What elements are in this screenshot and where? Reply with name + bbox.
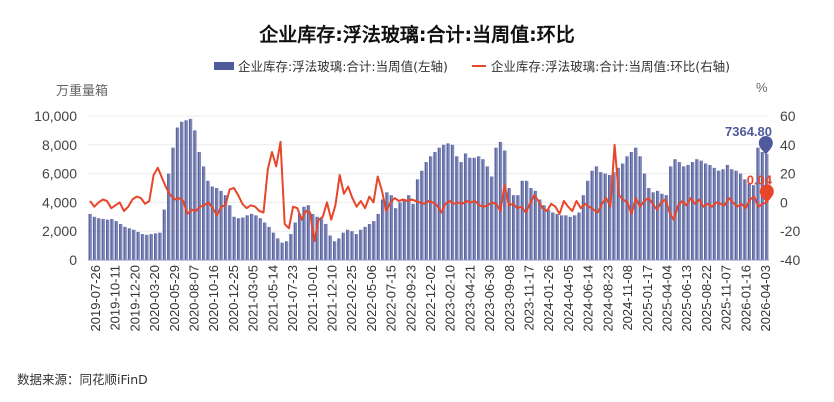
right-y-axis: 60 40 20 0 -20 -40 [780, 108, 800, 268]
x-tick-label: 2021-03-05 [246, 265, 261, 332]
x-tick-label: 2021-10-01 [305, 265, 320, 332]
last-value-markers: 7364.80 0.04 [725, 124, 774, 204]
x-tick-label: 2021-07-23 [285, 265, 300, 332]
left-axis-unit: 万重量箱 [56, 84, 109, 99]
right-y-tick: 60 [780, 108, 796, 124]
left-y-tick: 2,000 [42, 223, 77, 239]
left-y-axis: 10,000 8,000 6,000 4,000 2,000 0 [34, 108, 77, 268]
x-tick-label: 2025-11-07 [719, 265, 734, 331]
x-tick-label: 2022-07-15 [384, 265, 399, 332]
x-tick-label: 2023-02-10 [443, 265, 458, 332]
x-tick-label: 2022-12-02 [423, 265, 438, 332]
line-last-value-label: 0.04 [747, 172, 773, 187]
right-y-tick: -20 [780, 223, 800, 239]
x-tick-label: 2020-03-20 [147, 265, 162, 332]
x-tick-label: 2023-04-21 [462, 265, 477, 332]
x-tick-label: 2022-09-23 [403, 265, 418, 332]
x-tick-label: 2024-04-05 [561, 265, 576, 332]
bar-last-value-marker [758, 135, 773, 155]
x-tick-label: 2021-12-10 [324, 265, 339, 332]
x-tick-label: 2026-01-16 [738, 265, 753, 332]
bar-last-value-label: 7364.80 [725, 124, 772, 139]
x-tick-label: 2023-06-30 [482, 265, 497, 332]
right-y-tick: 40 [780, 137, 796, 153]
left-y-tick: 0 [69, 252, 77, 268]
x-tick-label: 2020-05-29 [167, 265, 182, 332]
x-tick-label: 2020-08-07 [187, 265, 202, 332]
legend-bar-swatch [214, 61, 234, 70]
right-y-tick: 0 [780, 194, 788, 210]
data-source: 数据来源：同花顺iFinD [17, 372, 148, 387]
x-tick-label: 2024-11-08 [620, 265, 635, 331]
bar-series [88, 118, 769, 261]
x-tick-label: 2020-10-16 [206, 265, 221, 332]
right-y-tick: -40 [780, 252, 800, 268]
left-y-tick: 6,000 [42, 166, 77, 182]
x-tick-label: 2025-04-04 [659, 265, 674, 332]
x-tick-label: 2025-08-22 [699, 265, 714, 332]
left-y-tick: 10,000 [34, 108, 77, 124]
right-y-tick: 20 [780, 166, 796, 182]
chart-legend: 企业库存:浮法玻璃:合计:当周值(左轴) 企业库存:浮法玻璃:合计:当周值:环比… [214, 56, 730, 75]
x-axis: 2019-07-26 2019-10-11 2019-12-20 2020-03-20… [88, 265, 773, 332]
left-y-tick: 8,000 [42, 137, 77, 153]
right-axis-unit: % [756, 80, 768, 95]
x-tick-label: 2019-10-11 [108, 265, 123, 331]
line-series [89, 140, 768, 243]
x-tick-label: 2019-07-26 [88, 265, 103, 332]
x-tick-label: 2021-05-14 [265, 265, 280, 332]
x-tick-label: 2024-06-14 [581, 265, 596, 332]
x-tick-label: 2022-02-25 [344, 265, 359, 332]
left-y-tick: 4,000 [42, 194, 77, 210]
x-tick-label: 2019-12-20 [127, 265, 142, 332]
gridlines [88, 115, 769, 232]
x-tick-label: 2026-04-03 [758, 265, 773, 332]
x-tick-label: 2025-06-13 [679, 265, 694, 332]
legend-line-swatch [471, 64, 486, 67]
legend-bar-label[interactable]: 企业库存:浮法玻璃:合计:当周值(左轴) [238, 59, 448, 74]
x-tick-label: 2023-09-08 [502, 265, 517, 332]
x-tick-label: 2025-01-17 [640, 265, 655, 332]
x-tick-label: 2024-01-26 [541, 265, 556, 332]
x-tick-label: 2024-08-23 [600, 265, 615, 332]
x-tick-label: 2022-05-06 [364, 265, 379, 332]
legend-line-label[interactable]: 企业库存:浮法玻璃:合计:当周值:环比(右轴) [490, 59, 730, 74]
chart-title: 企业库存:浮法玻璃:合计:当周值:环比 [259, 24, 575, 46]
x-tick-label: 2023-11-17 [522, 265, 537, 331]
line-last-value-marker [759, 184, 774, 204]
x-tick-label: 2020-12-25 [226, 265, 241, 332]
